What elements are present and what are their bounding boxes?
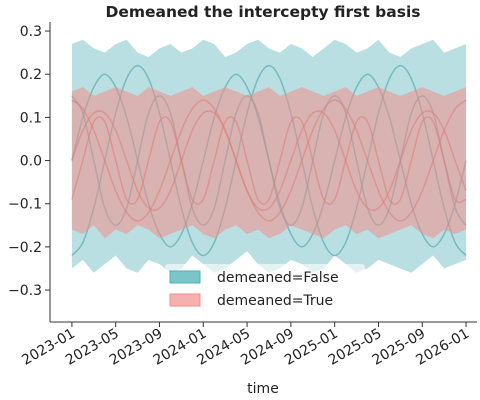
legend-label: demeaned=True	[217, 293, 333, 309]
y-tick-label: −0.1	[8, 197, 42, 213]
y-tick-label: 0.3	[20, 24, 42, 40]
legend-box	[165, 264, 365, 314]
chart-title: Demeaned the intercepty first basis	[106, 3, 421, 21]
sample-line	[71, 110, 467, 211]
y-tick-label: −0.3	[8, 283, 42, 299]
y-tick-label: 0.2	[20, 67, 42, 83]
sample-line	[71, 116, 467, 205]
legend-swatch	[169, 293, 201, 307]
sample-line	[71, 64, 467, 257]
band	[71, 87, 467, 239]
y-tick-label: 0.0	[20, 154, 42, 170]
y-tick-label: 0.1	[20, 110, 42, 126]
x-axis-label: time	[247, 381, 279, 397]
y-tick-label: −0.2	[8, 240, 42, 256]
legend-swatch	[169, 270, 201, 284]
legend-label: demeaned=False	[217, 270, 339, 286]
sample-line	[71, 99, 467, 222]
